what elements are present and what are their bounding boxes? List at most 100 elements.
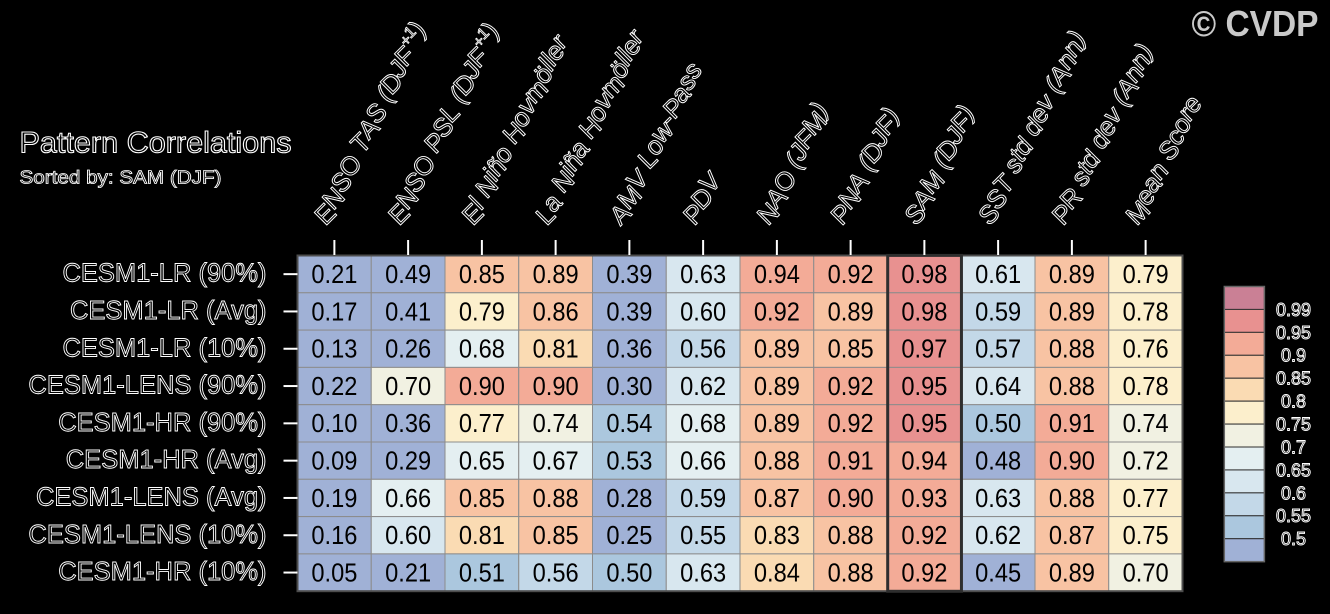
svg-text:0.64: 0.64 (975, 373, 1021, 401)
svg-text:0.25: 0.25 (606, 522, 652, 550)
svg-text:0.17: 0.17 (311, 298, 357, 326)
svg-text:0.72: 0.72 (1123, 447, 1169, 475)
svg-text:0.67: 0.67 (533, 447, 579, 475)
svg-text:0.5: 0.5 (1281, 529, 1306, 549)
svg-text:0.85: 0.85 (533, 522, 579, 550)
svg-text:0.70: 0.70 (385, 373, 431, 401)
svg-text:0.05: 0.05 (311, 559, 357, 587)
svg-text:0.88: 0.88 (1049, 373, 1095, 401)
svg-text:0.49: 0.49 (385, 261, 431, 289)
svg-text:0.68: 0.68 (459, 336, 505, 364)
svg-text:0.19: 0.19 (311, 485, 357, 513)
svg-text:CESM1-LR (Avg): CESM1-LR (Avg) (70, 297, 267, 325)
svg-text:0.59: 0.59 (680, 485, 726, 513)
svg-text:0.51: 0.51 (459, 559, 505, 587)
svg-text:0.90: 0.90 (1049, 447, 1095, 475)
svg-text:0.95: 0.95 (901, 373, 947, 401)
svg-text:0.62: 0.62 (975, 522, 1021, 550)
svg-text:0.85: 0.85 (459, 485, 505, 513)
svg-text:0.87: 0.87 (754, 485, 800, 513)
svg-text:0.55: 0.55 (680, 522, 726, 550)
svg-text:0.75: 0.75 (1123, 522, 1169, 550)
svg-text:CESM1-LENS (90%): CESM1-LENS (90%) (28, 372, 266, 400)
svg-text:0.56: 0.56 (680, 336, 726, 364)
svg-text:0.41: 0.41 (385, 298, 431, 326)
svg-text:0.55: 0.55 (1276, 506, 1311, 526)
svg-text:0.36: 0.36 (606, 336, 652, 364)
svg-text:0.70: 0.70 (1123, 559, 1169, 587)
svg-text:0.45: 0.45 (975, 559, 1021, 587)
svg-text:0.10: 0.10 (311, 410, 357, 438)
svg-text:0.75: 0.75 (1276, 414, 1311, 434)
svg-text:CESM1-LENS (Avg): CESM1-LENS (Avg) (36, 483, 267, 511)
svg-text:0.29: 0.29 (385, 447, 431, 475)
svg-text:0.30: 0.30 (606, 373, 652, 401)
svg-text:0.89: 0.89 (1049, 298, 1095, 326)
svg-text:0.74: 0.74 (533, 410, 579, 438)
svg-text:0.54: 0.54 (606, 410, 652, 438)
svg-text:0.81: 0.81 (533, 336, 579, 364)
svg-text:0.68: 0.68 (680, 410, 726, 438)
svg-text:0.89: 0.89 (1049, 261, 1095, 289)
svg-text:0.88: 0.88 (754, 447, 800, 475)
svg-text:0.39: 0.39 (606, 261, 652, 289)
svg-text:0.84: 0.84 (754, 559, 800, 587)
svg-text:0.63: 0.63 (680, 559, 726, 587)
svg-text:0.13: 0.13 (311, 336, 357, 364)
svg-text:0.94: 0.94 (754, 261, 800, 289)
svg-text:0.88: 0.88 (533, 485, 579, 513)
svg-text:0.93: 0.93 (901, 485, 947, 513)
svg-text:0.98: 0.98 (901, 261, 947, 289)
svg-text:0.79: 0.79 (1123, 261, 1169, 289)
svg-text:0.89: 0.89 (754, 373, 800, 401)
svg-text:0.89: 0.89 (828, 298, 874, 326)
svg-text:0.90: 0.90 (459, 373, 505, 401)
svg-text:0.89: 0.89 (754, 336, 800, 364)
svg-text:CESM1-LR (10%): CESM1-LR (10%) (62, 334, 266, 362)
svg-text:0.53: 0.53 (606, 447, 652, 475)
svg-text:0.50: 0.50 (606, 559, 652, 587)
svg-text:CESM1-LR (90%): CESM1-LR (90%) (62, 260, 266, 288)
svg-text:0.22: 0.22 (311, 373, 357, 401)
svg-text:CESM1-HR (10%): CESM1-HR (10%) (58, 558, 266, 586)
svg-text:0.9: 0.9 (1281, 346, 1306, 366)
svg-text:0.21: 0.21 (385, 559, 431, 587)
svg-text:0.48: 0.48 (975, 447, 1021, 475)
svg-text:0.61: 0.61 (975, 261, 1021, 289)
svg-text:0.90: 0.90 (828, 485, 874, 513)
svg-text:0.89: 0.89 (754, 410, 800, 438)
svg-text:0.8: 0.8 (1281, 392, 1306, 412)
svg-text:0.63: 0.63 (975, 485, 1021, 513)
svg-text:0.16: 0.16 (311, 522, 357, 550)
svg-text:0.56: 0.56 (533, 559, 579, 587)
svg-text:0.36: 0.36 (385, 410, 431, 438)
svg-text:CESM1-HR (90%): CESM1-HR (90%) (58, 409, 266, 437)
svg-text:0.85: 0.85 (1276, 369, 1311, 389)
svg-text:0.91: 0.91 (1049, 410, 1095, 438)
svg-text:0.95: 0.95 (901, 410, 947, 438)
svg-text:0.28: 0.28 (606, 485, 652, 513)
svg-text:0.92: 0.92 (901, 559, 947, 587)
svg-text:0.78: 0.78 (1123, 373, 1169, 401)
svg-text:0.39: 0.39 (606, 298, 652, 326)
svg-text:Pattern Correlations: Pattern Correlations (20, 127, 292, 160)
svg-text:0.98: 0.98 (901, 298, 947, 326)
svg-text:0.97: 0.97 (901, 336, 947, 364)
svg-text:0.77: 0.77 (1123, 485, 1169, 513)
svg-text:0.90: 0.90 (533, 373, 579, 401)
svg-text:0.85: 0.85 (459, 261, 505, 289)
svg-text:0.6: 0.6 (1281, 483, 1306, 503)
svg-text:0.63: 0.63 (680, 261, 726, 289)
svg-text:0.88: 0.88 (1049, 336, 1095, 364)
svg-text:Sorted by: SAM (DJF): Sorted by: SAM (DJF) (20, 167, 222, 188)
svg-text:0.09: 0.09 (311, 447, 357, 475)
svg-text:0.81: 0.81 (459, 522, 505, 550)
svg-text:0.87: 0.87 (1049, 522, 1095, 550)
svg-text:0.94: 0.94 (901, 447, 947, 475)
svg-text:0.91: 0.91 (828, 447, 874, 475)
svg-text:0.89: 0.89 (1049, 559, 1095, 587)
svg-text:0.66: 0.66 (385, 485, 431, 513)
svg-text:0.7: 0.7 (1281, 437, 1306, 457)
svg-text:0.50: 0.50 (975, 410, 1021, 438)
svg-text:0.88: 0.88 (828, 522, 874, 550)
